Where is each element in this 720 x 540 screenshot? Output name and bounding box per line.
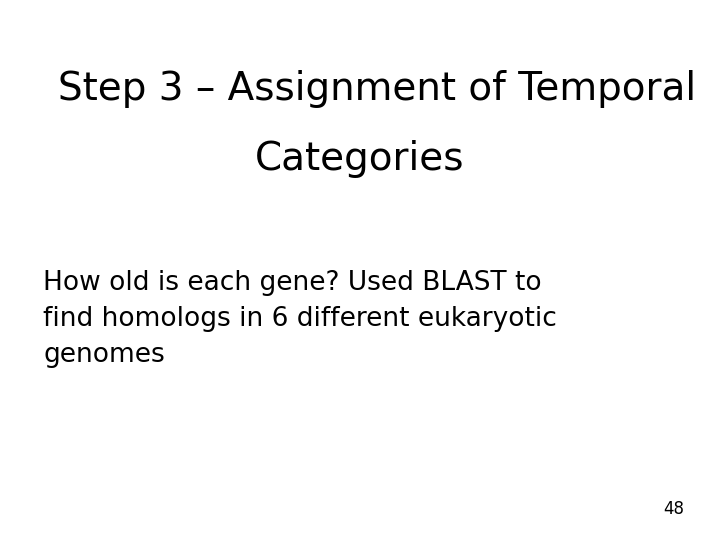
Text: Step 3 – Assignment of Temporal: Step 3 – Assignment of Temporal [58, 70, 696, 108]
Text: 48: 48 [663, 501, 684, 518]
Text: Categories: Categories [256, 140, 464, 178]
Text: How old is each gene? Used BLAST to
find homologs in 6 different eukaryotic
geno: How old is each gene? Used BLAST to find… [43, 270, 557, 368]
